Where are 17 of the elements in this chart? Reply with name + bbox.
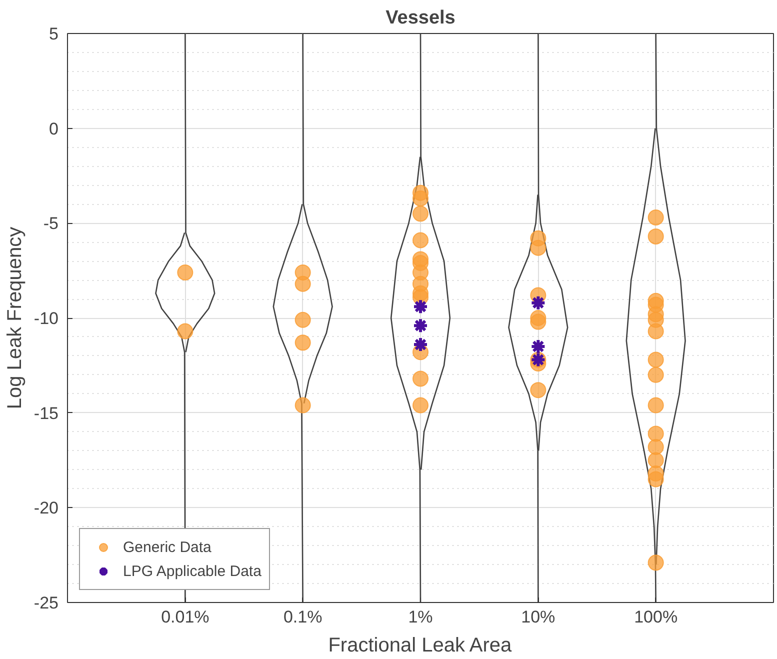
- legend-label: Generic Data: [123, 538, 212, 556]
- y-tick-label: 0: [49, 119, 59, 138]
- y-tick-label: 5: [49, 24, 59, 44]
- x-tick-label: 0.01%: [161, 608, 210, 626]
- x-tick-label: 100%: [634, 608, 678, 626]
- chart-title: Vessels: [386, 8, 456, 28]
- y-axis-title: Log Leak Frequency: [4, 226, 26, 410]
- y-tick-label: -5: [43, 214, 59, 234]
- y-tick-label: -25: [34, 594, 59, 612]
- x-axis-title: Fractional Leak Area: [328, 634, 513, 656]
- y-tick-label: -20: [34, 498, 59, 518]
- x-tick-label: 1%: [408, 608, 433, 626]
- y-tick-label: -10: [34, 309, 59, 328]
- y-tick-label: -15: [34, 404, 59, 423]
- x-tick-label: 0.1%: [283, 608, 322, 626]
- x-tick-label: 10%: [521, 608, 556, 626]
- legend-label: LPG Applicable Data: [123, 562, 262, 580]
